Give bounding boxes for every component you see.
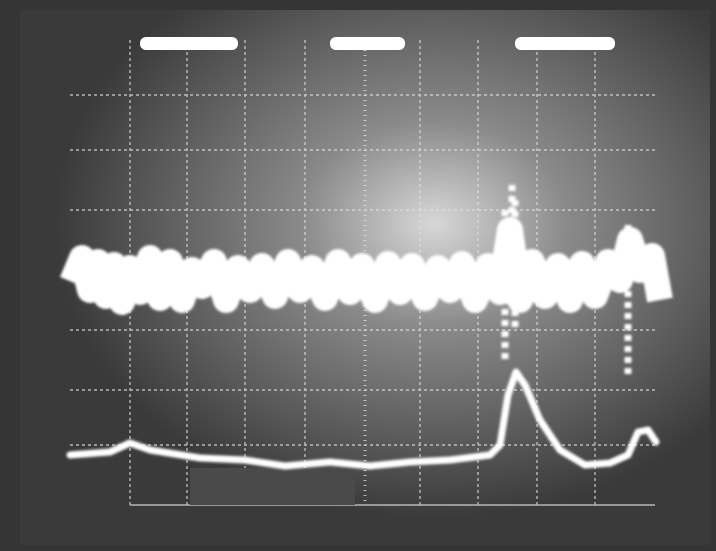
readout-blob [515, 37, 615, 50]
noisy-trace [60, 185, 673, 375]
readout-blob [140, 37, 238, 50]
dark-patch [190, 468, 355, 505]
readout-blobs [140, 37, 615, 50]
lower-trace [66, 368, 660, 470]
spikes [501, 185, 632, 375]
readout-blob [330, 37, 405, 50]
noise-band [60, 217, 673, 315]
